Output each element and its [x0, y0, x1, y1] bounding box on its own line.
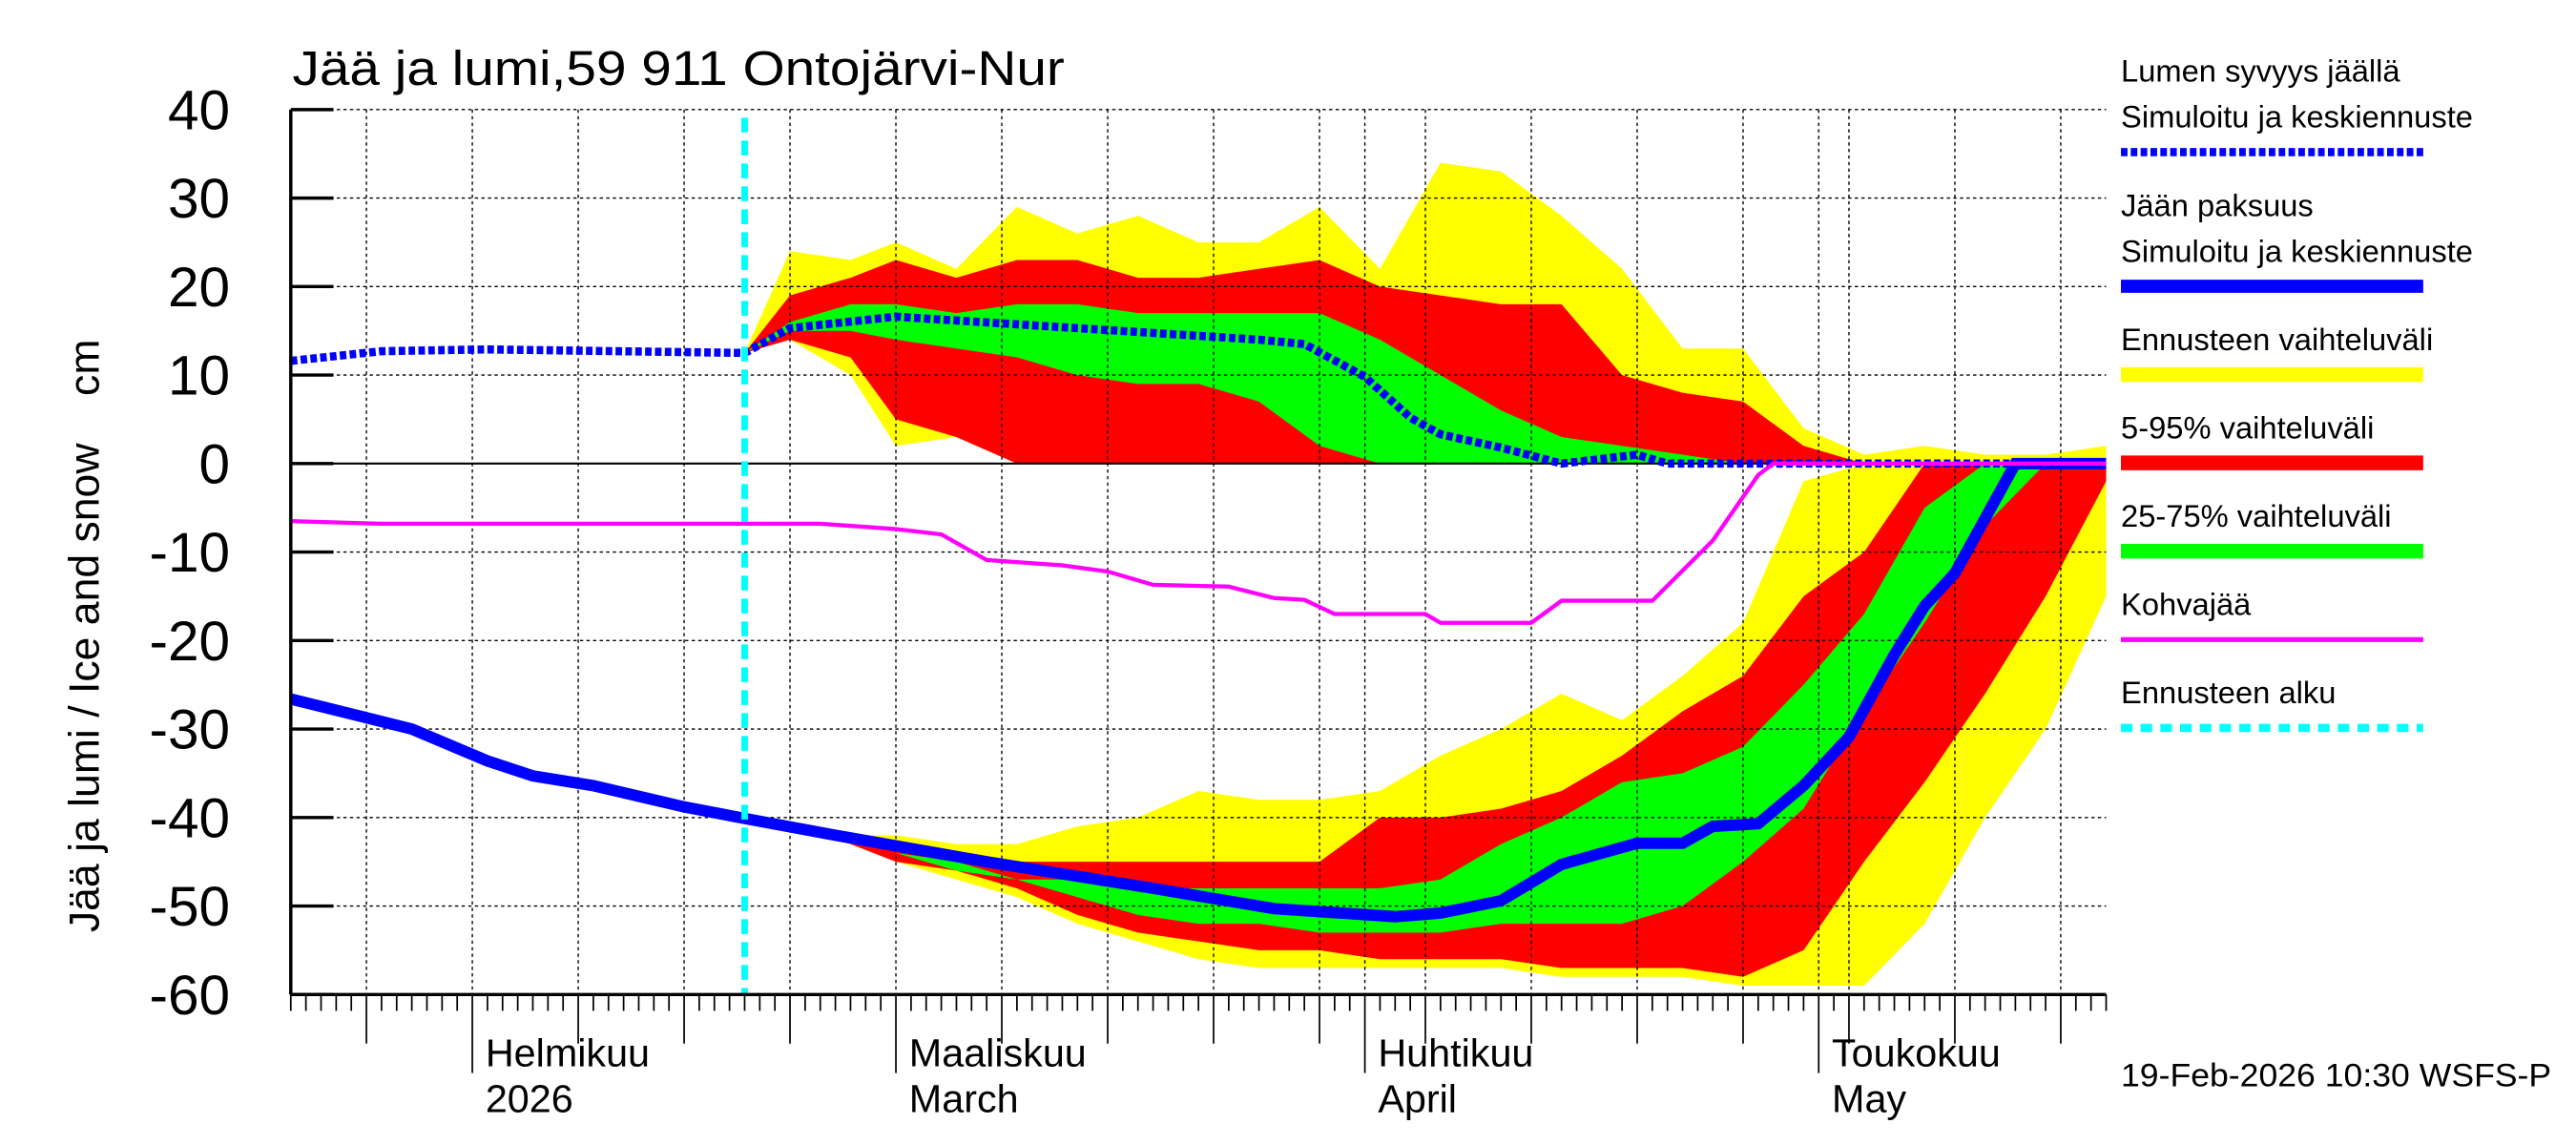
y-tick-label: 20 — [168, 257, 230, 319]
legend-label: Jään paksuus — [2121, 187, 2314, 222]
snow-25-75-band — [744, 303, 2107, 464]
legend-label: Kohvajää — [2121, 587, 2252, 622]
y-tick-label: 40 — [168, 80, 230, 142]
legend-label: Simuloitu ja keskiennuste — [2121, 233, 2473, 268]
month-label-en: 2026 — [486, 1077, 573, 1121]
y-tick-label: -30 — [149, 699, 230, 761]
month-label-en: May — [1832, 1077, 1906, 1121]
legend-label: Lumen syvyys jäällä — [2121, 53, 2400, 89]
ice-thickness-line — [289, 457, 2107, 923]
timestamp: 19-Feb-2026 10:30 WSFS-P — [2121, 1057, 2551, 1093]
ice-5-95-band — [744, 463, 2107, 977]
y-tick-label: -50 — [149, 876, 230, 938]
y-tick-label: 30 — [168, 168, 230, 230]
month-label-fi: Helmikuu — [486, 1031, 650, 1075]
month-label-en: April — [1378, 1077, 1457, 1121]
month-label-fi: Huhtikuu — [1378, 1031, 1533, 1075]
slush-ice-line — [290, 461, 2107, 625]
snow-depth-line — [290, 312, 2107, 468]
legend-label: 25-75% vaihteluväli — [2121, 498, 2392, 533]
chart-title: Jää ja lumi,59 911 Ontojärvi-Nur — [293, 40, 1065, 95]
legend-label: Simuloitu ja keskiennuste — [2121, 99, 2473, 135]
legend-label: 5-95% vaihteluväli — [2121, 409, 2374, 445]
legend-label: Ennusteen alku — [2121, 675, 2336, 710]
legend-label: Ennusteen vaihteluväli — [2121, 322, 2433, 357]
y-tick-label: 0 — [199, 434, 231, 496]
y-tick-label: -20 — [149, 611, 230, 673]
y-tick-label: -60 — [149, 965, 230, 1027]
month-label-en: March — [909, 1077, 1019, 1121]
y-tick-label: 10 — [168, 345, 230, 407]
y-axis-label: Jää ja lumi / Ice and snow cm — [61, 340, 108, 933]
y-tick-label: -40 — [149, 787, 230, 849]
month-label-fi: Maaliskuu — [909, 1031, 1087, 1075]
y-tick-label: -10 — [149, 522, 230, 584]
month-label-fi: Toukokuu — [1832, 1031, 2001, 1075]
